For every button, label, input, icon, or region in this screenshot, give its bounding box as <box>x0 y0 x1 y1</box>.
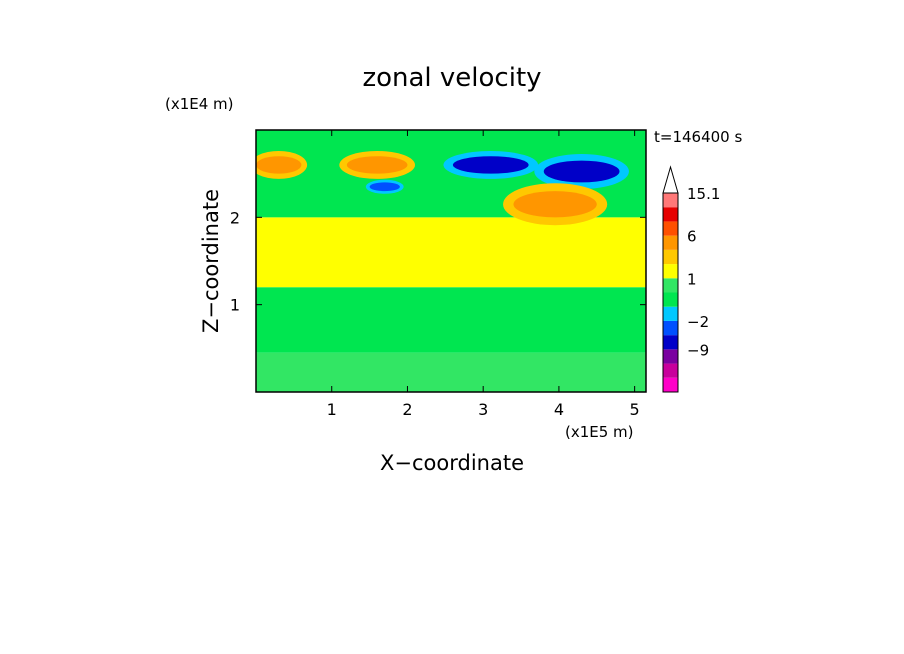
y-tick-label: 1 <box>230 296 240 315</box>
colorbar-label: 1 <box>687 270 697 288</box>
contour-blob-core <box>256 156 302 174</box>
colorbar-frame <box>662 192 679 393</box>
colorbar-segment <box>663 249 678 265</box>
colorbar-segment <box>663 306 678 321</box>
colorbar-label: −9 <box>687 341 709 359</box>
colorbar-segment <box>663 320 678 336</box>
colorbar-segment <box>663 292 678 307</box>
contour-blob-core <box>513 191 597 218</box>
plot-frame <box>255 129 647 393</box>
contour-blob-core <box>452 156 529 174</box>
colorbar-segment <box>663 221 678 236</box>
colorbar-label: −2 <box>687 313 709 331</box>
contour-blob-core <box>543 160 620 183</box>
colorbar-segment <box>663 377 678 392</box>
contour-blob-core <box>346 156 408 174</box>
x-tick-label: 1 <box>327 400 337 419</box>
contour-band <box>256 287 646 353</box>
y-tick-label: 2 <box>230 208 240 227</box>
x-unit-label: (x1E5 m) <box>565 423 634 441</box>
x-tick-label: 2 <box>402 400 412 419</box>
chart-title: zonal velocity <box>362 63 541 93</box>
contour-field <box>256 130 646 392</box>
y-unit-label: (x1E4 m) <box>165 95 234 113</box>
colorbar: 15.1 6 1 −2 −9 <box>662 165 720 393</box>
colorbar-segment <box>663 363 678 378</box>
time-label: t=146400 s <box>654 128 742 146</box>
x-axis: 1 2 3 4 5 <box>327 130 640 419</box>
colorbar-segment <box>663 207 678 222</box>
x-tick-label: 3 <box>478 400 488 419</box>
contour-band <box>256 352 646 392</box>
colorbar-segment <box>663 335 678 350</box>
contour-blob-core <box>369 182 400 192</box>
x-axis-label: X−coordinate <box>380 451 524 475</box>
x-tick-label: 4 <box>554 400 564 419</box>
colorbar-extension <box>662 165 679 194</box>
y-axis-label: Z−coordinate <box>199 189 223 333</box>
contour-band <box>256 217 646 288</box>
colorbar-label: 15.1 <box>687 185 720 203</box>
colorbar-segment <box>663 278 678 293</box>
colorbar-segment <box>663 349 678 364</box>
y-axis: 12 <box>230 208 646 315</box>
colorbar-label: 6 <box>687 228 697 246</box>
x-tick-label: 5 <box>630 400 640 419</box>
colorbar-segment <box>663 235 678 250</box>
colorbar-segment <box>663 264 678 279</box>
colorbar-segment <box>663 193 678 208</box>
